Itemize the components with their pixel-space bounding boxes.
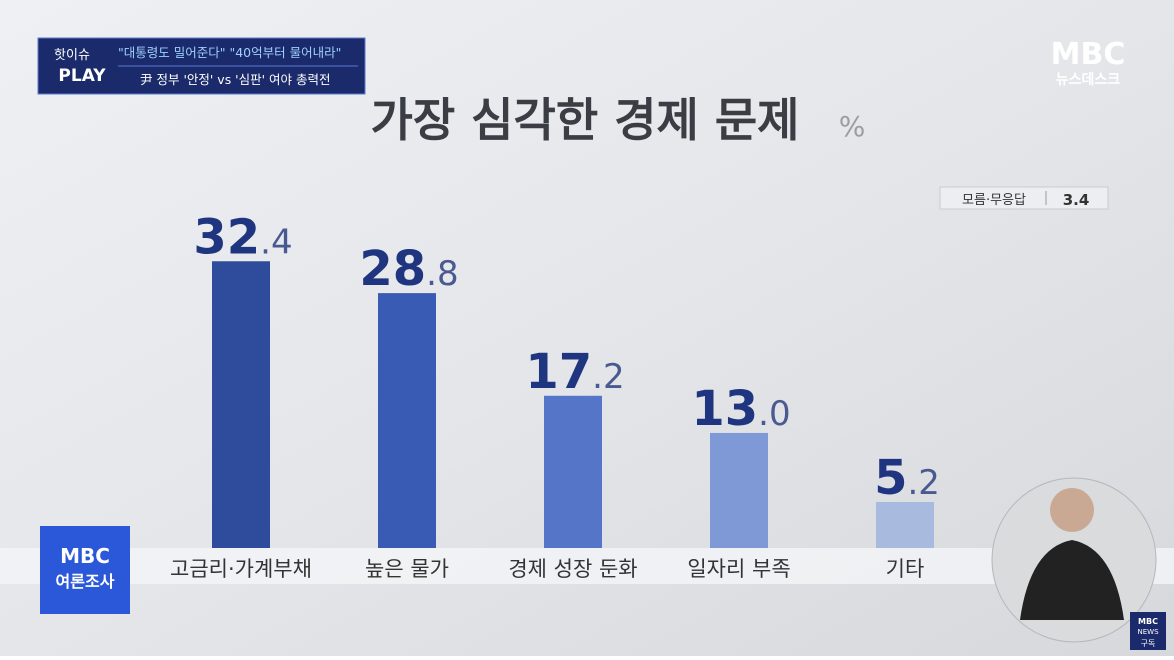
bar	[378, 293, 436, 548]
corner-sub: NEWS	[1137, 628, 1159, 636]
x-tick-label: 기타	[886, 557, 925, 581]
x-tick-label: 경제 성장 둔화	[508, 557, 637, 581]
corner-brand: MBC	[1138, 617, 1158, 626]
value-label: 5.2	[874, 450, 940, 506]
interpreter-body	[1020, 540, 1124, 620]
unit: %	[839, 110, 866, 143]
bar	[876, 501, 934, 548]
corner-badge	[1130, 612, 1166, 650]
banner-subline: 尹 정부 '안정' vs '심판' 여야 총력전	[140, 72, 331, 87]
logo-program: 뉴스데스크	[1056, 72, 1121, 88]
poll-label: 여론조사	[56, 572, 115, 591]
value-label: 28.8	[359, 241, 458, 297]
banner-tag: PLAY	[58, 66, 106, 86]
poll-brand: MBC	[60, 544, 110, 568]
label-strip	[0, 548, 1174, 584]
value-label: 13.0	[691, 381, 790, 437]
other-box	[939, 186, 1109, 210]
x-tick-label: 고금리·가계부채	[170, 557, 312, 581]
bar	[710, 432, 768, 548]
poll-badge	[40, 526, 130, 614]
bar	[544, 395, 602, 548]
other-label: 모름·무응답	[962, 193, 1026, 208]
bar	[212, 261, 270, 548]
banner-tag: 핫이슈	[54, 48, 90, 63]
interpreter-head	[1050, 488, 1094, 532]
x-tick-label: 일자리 부족	[687, 557, 790, 581]
chart-title: 가장 심각한 경제 문제	[371, 93, 800, 147]
x-tick-label: 높은 물가	[365, 557, 449, 581]
other-value: 3.4	[1063, 191, 1090, 209]
value-label: 32.4	[193, 209, 292, 265]
value-label: 17.2	[525, 344, 624, 400]
corner-action[interactable]: 구독	[1141, 639, 1156, 648]
logo-brand: MBC	[1051, 37, 1126, 72]
banner-headline: "대통령도 밀어준다" "40억부터 물어내라"	[118, 45, 341, 60]
